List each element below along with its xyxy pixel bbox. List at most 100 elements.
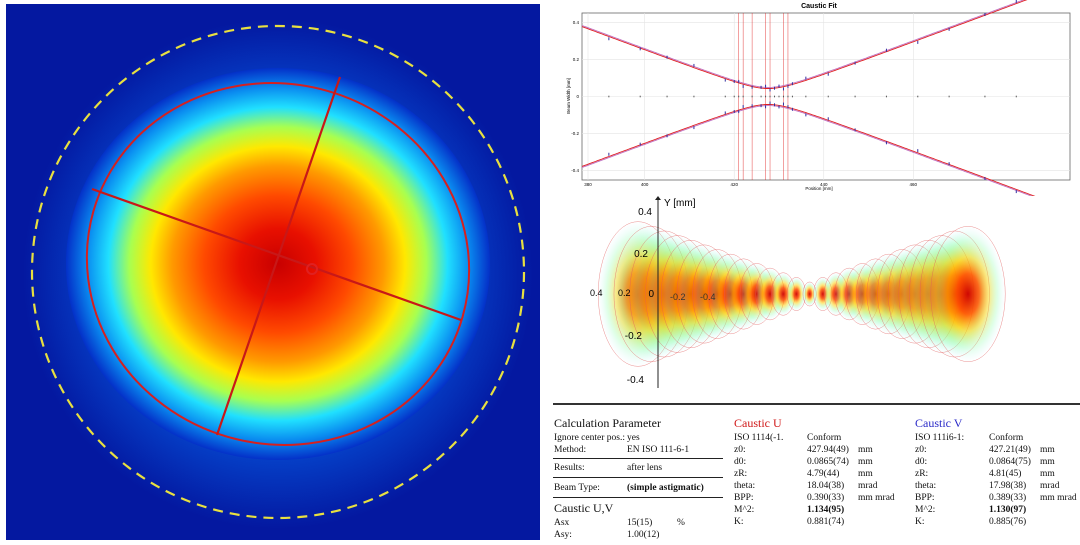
data-point [666,134,668,138]
data-point [917,149,919,153]
y-tick-minus-0.2: -0.2 [625,331,643,342]
data-point [984,13,986,17]
caustic-v-row-value: 1.130(97) [989,505,1027,515]
caustic-u-row-label: zR: [734,469,748,479]
center-point [724,95,726,98]
caustic-u-row-unit: mrad [858,481,878,491]
beam-slices [597,221,1006,367]
caustic-v-row-label: M^2: [915,505,936,515]
caustic-u-row-label: M^2: [734,505,755,515]
center-point [608,95,610,98]
x-tick-label: 460 [910,182,918,187]
data-point [765,105,767,109]
caustic-u-title: Caustic U [734,416,782,430]
center-point [666,95,668,98]
y-tick-label: 0 [576,94,579,99]
rule-3 [553,497,723,498]
fit-ellipse-group [85,82,471,446]
caustic-u-row-unit: mm [858,469,873,479]
data-point [1015,190,1017,194]
parameters-panel: Calculation Parameter Ignore center pos.… [553,400,1080,540]
data-point [751,85,753,89]
caustic-v-row-value: 0.885(76) [989,517,1027,527]
beam-slice [771,272,795,316]
center-point [984,95,986,98]
caustic-v-row-unit: mm [1040,457,1055,467]
z-axis-label: 0.4 [590,288,603,298]
data-point [787,84,789,88]
data-point [948,27,950,31]
y-tick-label: 0.2 [573,57,580,62]
data-point [639,142,641,146]
method-value: EN ISO 111-6-1 [627,445,690,455]
caustic-u-row-value: 1.134(95) [807,505,845,515]
tick-labels: 380 400 420 440 460 0.4 0.2 0 -0.2 -0.4 [571,20,917,187]
rule-1 [553,458,723,459]
data-point [827,72,829,76]
caustic-v-title: Caustic V [915,416,963,430]
x-tick-label: 380 [584,182,592,187]
data-point [885,141,887,145]
caustic-v-row-unit: mm mrad [1040,493,1077,503]
caustic-v-row-value: 0.389(33) [989,493,1027,503]
data-point [666,55,668,59]
caustic-u-iso-label: ISO 1114(-1. [734,433,784,443]
beam-type-value: (simple astigmatic) [627,483,704,493]
data-point [742,84,744,88]
y-axis-label: Beam Width [mm] [566,78,571,114]
center-point [1015,95,1017,98]
caustic-u-iso-value: Conform [807,433,842,443]
center-point [948,95,950,98]
data-point [608,37,610,41]
data-point [805,76,807,80]
fit-curve-2 [581,0,1025,88]
caustic-u-row-label: K: [734,517,744,527]
data-point [827,117,829,121]
data-point [885,48,887,52]
fit-curve-1 [581,104,1071,210]
top-rule [553,403,1080,405]
caustic-v-row-label: z0: [915,445,927,455]
fit-ellipse [85,82,471,446]
data-points [608,0,1017,194]
center-point [738,95,740,98]
center-point [751,95,753,98]
z-axis-label-2: 0.2 [618,288,631,298]
caustic-v-row-value: 0.0864(75) [989,457,1031,467]
x-tick-label: 400 [641,182,649,187]
caustic-v-iso-value: Conform [989,433,1024,443]
caustic-u-row-unit: mm [858,445,873,455]
caustic-v-row-label: theta: [915,481,937,491]
asx-label: Asx [554,518,570,528]
asx-value: 15(15) [627,518,653,528]
calc-parameter-title: Calculation Parameter [554,416,661,430]
ignore-center-value: yes [627,433,640,443]
results-value: after lens [627,463,663,473]
caustic-fit-chart: Caustic Fit 380 400 420 440 460 0.4 0.2 0 -0.2 -0… [560,0,1078,211]
x-axis-label: Position [mm] [805,186,832,191]
data-point [791,107,793,111]
data-point [774,86,776,90]
asy-label: Asy: [554,530,572,540]
center-point [805,95,807,98]
data-point [608,152,610,156]
data-point [778,105,780,109]
data-point [805,113,807,117]
center-point [742,95,744,98]
x-tick-label: 420 [730,182,738,187]
data-point [948,162,950,166]
data-point [774,103,776,107]
data-point [782,87,784,91]
chart-title: Caustic Fit [801,3,837,10]
caustic-v-row-unit: mm [1040,469,1055,479]
caustic-v-row-value: 4.81(45) [989,469,1022,479]
y-tick-label: -0.4 [571,168,579,173]
beam-profile-plot [6,4,540,540]
data-point [769,88,771,92]
y-axis-arrow [655,196,661,200]
data-point [760,85,762,89]
data-point [787,105,789,109]
data-point [733,109,735,113]
major-axis-line [91,187,462,322]
y-tick-label: -0.2 [571,131,579,136]
